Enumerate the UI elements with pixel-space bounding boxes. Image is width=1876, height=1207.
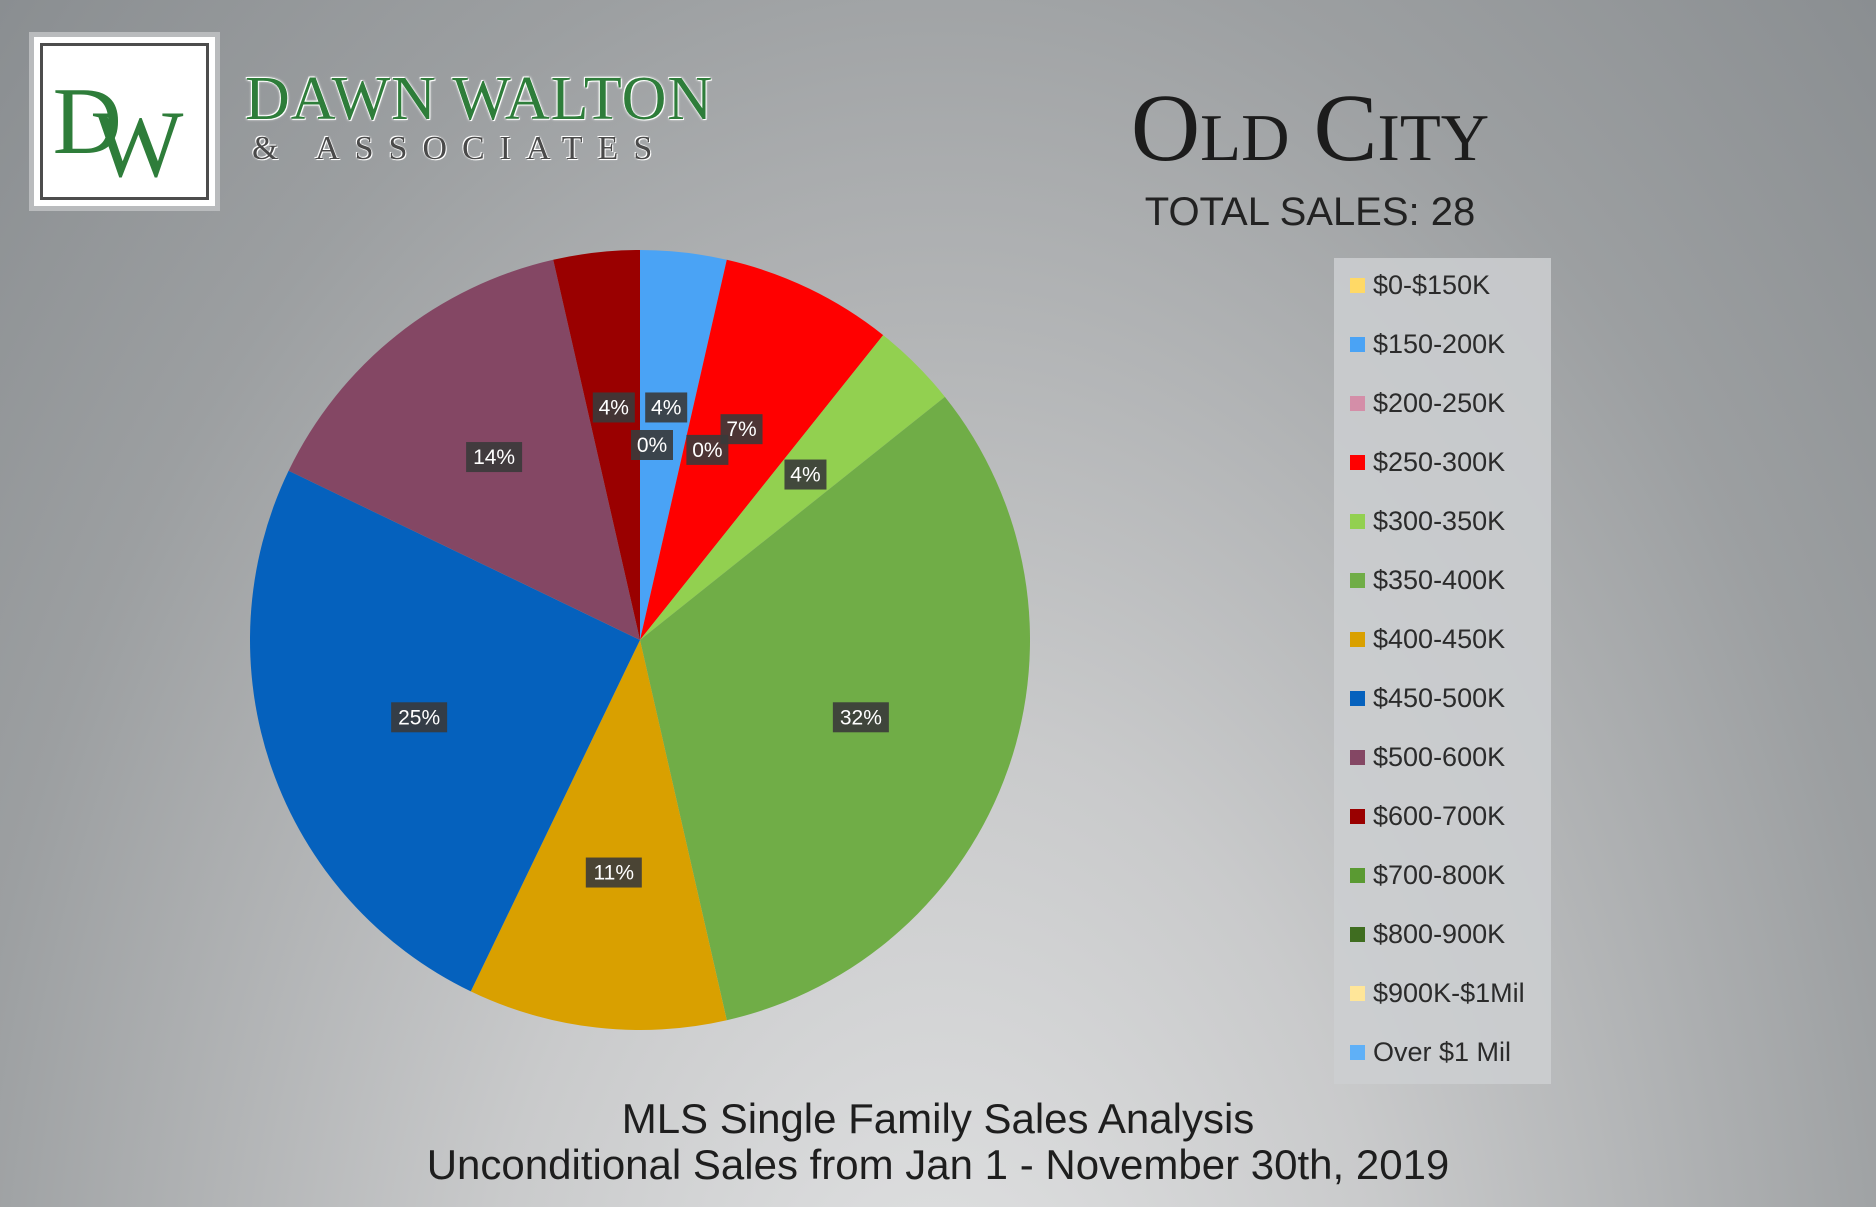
data-label-box: [585, 857, 642, 888]
data-label-600-700k: 4%: [592, 392, 635, 423]
pie-slice-600-700k: [553, 250, 640, 640]
svg-text:D: D: [53, 68, 122, 174]
legend-label: $800-900K: [1373, 918, 1506, 949]
legend-swatch: [1350, 277, 1365, 293]
total-sales-label: TOTAL SALES: 28: [1144, 190, 1476, 234]
legend-swatch: [1350, 631, 1365, 647]
page-title: Old City: [1130, 74, 1490, 181]
legend-swatch: [1350, 1044, 1365, 1060]
legend-label: $500-600K: [1373, 741, 1506, 772]
chart-footer-subtitle: Unconditional Sales from Jan 1 - Novembe…: [426, 1141, 1450, 1188]
data-label-box: [784, 459, 827, 490]
legend-item-900k-1mil: $900K-$1Mil: [1350, 978, 1525, 1008]
legend-item-600-700k: $600-700K: [1350, 801, 1505, 831]
legend-swatch: [1350, 513, 1365, 529]
logo: D W: [29, 32, 220, 211]
legend-swatch: [1350, 572, 1365, 588]
legend-swatch: [1350, 985, 1365, 1001]
data-label-text: 4%: [651, 396, 681, 419]
chart-footer-title: MLS Single Family Sales Analysis: [621, 1095, 1255, 1142]
legend-label: $150-200K: [1373, 328, 1506, 359]
legend-label: $350-400K: [1373, 564, 1506, 595]
legend-swatch: [1350, 690, 1365, 706]
chart-legend: $0-$150K $150-200K $200-250K $250-300K $300-…: [1334, 258, 1551, 1084]
pie-slice-150-200k: [640, 250, 727, 640]
brand-subtitle: & ASSOCIATES: [252, 130, 668, 167]
data-label-text: 0%: [637, 434, 667, 457]
data-label-box: [592, 392, 635, 423]
data-label-250-300k: 7%: [720, 414, 763, 445]
legend-swatch: [1350, 808, 1365, 824]
legend-swatch: [1350, 395, 1365, 411]
data-label-150-200k: 4%: [645, 392, 688, 423]
data-label-box: [645, 392, 688, 423]
legend-label: $900K-$1Mil: [1373, 977, 1525, 1008]
legend-item-700-800k: $700-800K: [1350, 860, 1505, 890]
data-label-box: [466, 442, 523, 473]
data-label-box: [391, 702, 448, 733]
legend-item-450-500k: $450-500K: [1350, 683, 1505, 713]
pie-slices: [249, 250, 1030, 1030]
logo-monogram-graphic: D W: [53, 68, 184, 197]
data-label-text: 11%: [594, 862, 634, 885]
data-label-box: [720, 414, 763, 445]
legend-item-150-200k: $150-200K: [1350, 329, 1505, 359]
legend-swatch: [1350, 867, 1365, 883]
legend-label: $450-500K: [1373, 682, 1506, 713]
pie-slice-400-450k: [470, 640, 727, 1030]
legend-item-250-300k: $250-300K: [1350, 447, 1505, 477]
data-label-400-450k: 11%: [585, 857, 642, 888]
legend-item-300-350k: $300-350K: [1350, 506, 1505, 536]
data-label-box: [631, 430, 673, 460]
data-label-text: 7%: [726, 418, 756, 441]
legend-label: $400-450K: [1373, 623, 1506, 654]
legend-item-over-1-mil: Over $1 Mil: [1350, 1037, 1511, 1067]
legend-item-500-600k: $500-600K: [1350, 742, 1505, 772]
legend-swatch: [1350, 926, 1365, 942]
legend-label: $700-800K: [1373, 859, 1506, 890]
data-label-text: 14%: [473, 446, 515, 469]
legend-item-0-150k: $0-$150K: [1350, 270, 1490, 300]
data-label-0-150k: 0%: [631, 430, 673, 460]
legend-label: $600-700K: [1373, 800, 1506, 831]
legend-item-800-900k: $800-900K: [1350, 919, 1505, 949]
data-label-text: 4%: [599, 396, 629, 419]
logo-frame: D W: [40, 43, 209, 200]
svg-text:W: W: [93, 91, 184, 197]
legend-item-350-400k: $350-400K: [1350, 565, 1505, 595]
data-label-text: 25%: [398, 706, 440, 729]
legend-item-400-450k: $400-450K: [1350, 624, 1505, 654]
legend-item-200-250k: $200-250K: [1350, 388, 1505, 418]
data-label-500-600k: 14%: [466, 442, 523, 473]
data-label-text: 0%: [692, 439, 722, 462]
data-label-450-500k: 25%: [391, 702, 448, 733]
legend-label: $0-$150K: [1373, 269, 1491, 300]
data-label-text: 32%: [840, 706, 882, 729]
data-label-300-350k: 4%: [784, 459, 827, 490]
legend-label: $300-350K: [1373, 505, 1506, 536]
legend-label: Over $1 Mil: [1373, 1036, 1512, 1067]
legend-label: $250-300K: [1373, 446, 1506, 477]
brand-name: DAWN WALTON: [245, 65, 714, 133]
legend-swatch: [1350, 336, 1365, 352]
legend-label: $200-250K: [1373, 387, 1506, 418]
pie-slice-250-300k: [640, 259, 884, 640]
data-label-350-400k: 32%: [832, 702, 889, 733]
pie-slice-500-600k: [288, 259, 640, 640]
pie-data-labels: 0%4%0%7%4%32%11%25%14%4%0%0%0%0%: [391, 392, 889, 888]
data-label-box: [832, 702, 889, 733]
legend-swatch: [1350, 749, 1365, 765]
data-label-text: 4%: [790, 464, 820, 487]
legend-swatch: [1350, 454, 1365, 470]
